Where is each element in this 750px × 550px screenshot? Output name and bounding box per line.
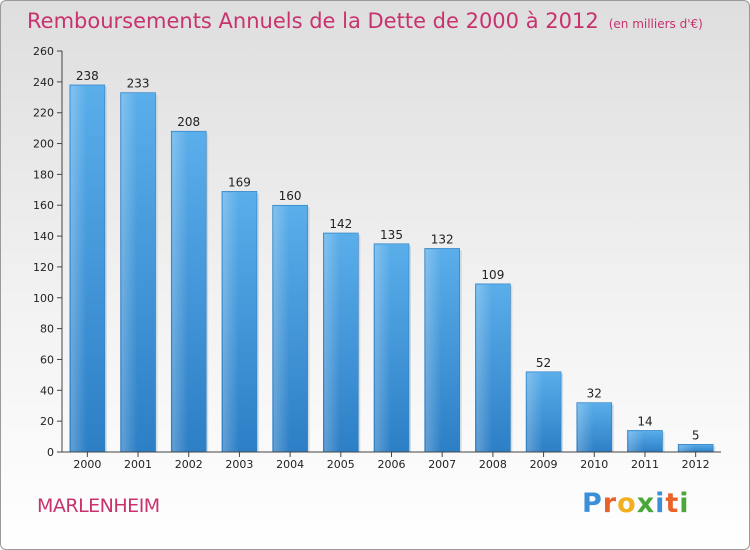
bar-highlight xyxy=(273,206,290,452)
logo-letter: t xyxy=(665,488,680,519)
x-tick-label: 2008 xyxy=(479,458,507,471)
bar-highlight xyxy=(121,93,138,453)
y-tick-label: 160 xyxy=(33,199,54,212)
y-tick-label: 140 xyxy=(33,230,54,243)
y-tick-label: 200 xyxy=(33,138,54,151)
bar-highlight xyxy=(70,85,87,452)
y-tick-label: 0 xyxy=(47,446,54,459)
x-tick-label: 2011 xyxy=(631,458,659,471)
y-tick-label: 180 xyxy=(33,168,54,181)
logo-letter: i xyxy=(655,488,666,519)
x-tick-label: 2001 xyxy=(124,458,152,471)
commune-name: MARLENHEIM xyxy=(37,495,160,517)
x-tick-label: 2009 xyxy=(530,458,558,471)
bars: 238 233 208 169 160 142 135 132 109 52 32 14 5 xyxy=(69,69,716,453)
x-tick-label: 2010 xyxy=(580,458,608,471)
bar-value-label: 169 xyxy=(228,175,251,189)
bar-value-label: 135 xyxy=(380,228,403,242)
chart-title: Remboursements Annuels de la Dette de 20… xyxy=(27,9,703,33)
bar-highlight xyxy=(375,244,391,452)
x-tick-label: 2006 xyxy=(378,458,406,471)
bar-value-label: 208 xyxy=(177,115,200,129)
logo-letter: P xyxy=(582,488,603,519)
logo-letter: i xyxy=(679,488,690,519)
y-tick-label: 100 xyxy=(33,292,54,305)
bar-value-label: 14 xyxy=(637,414,652,428)
x-axis: 2000 2001 2002 2003 2004 2005 2006 2007 2008 2009… xyxy=(62,451,721,471)
logo-letter: o xyxy=(617,488,637,519)
x-tick-label: 2005 xyxy=(327,458,355,471)
x-tick-label: 2003 xyxy=(225,458,253,471)
y-tick-label: 20 xyxy=(40,415,54,428)
y-axis: 0 20 40 60 80 100 120 140 160 180 200 220 240 260 xyxy=(33,45,63,459)
bar-highlight xyxy=(324,233,341,452)
chart-unit: (en milliers d'€) xyxy=(608,17,703,31)
bar-value-label: 109 xyxy=(481,268,504,282)
bar-value-label: 160 xyxy=(279,189,302,203)
bar-value-label: 142 xyxy=(329,217,352,231)
bar-highlight xyxy=(679,445,695,452)
x-tick-label: 2000 xyxy=(73,458,101,471)
logo-letter: r xyxy=(602,488,618,519)
y-tick-label: 80 xyxy=(40,323,54,336)
x-tick-label: 2002 xyxy=(175,458,203,471)
bar-highlight xyxy=(172,132,188,452)
bar-highlight xyxy=(577,403,594,452)
logo-letter: x xyxy=(636,488,656,519)
proxiti-logo: Proxiti xyxy=(582,488,690,519)
y-tick-label: 40 xyxy=(40,384,54,397)
chart-title-text: Remboursements Annuels de la Dette de 20… xyxy=(27,9,599,33)
y-tick-label: 220 xyxy=(33,107,54,120)
bar-highlight xyxy=(476,284,493,452)
x-tick-label: 2007 xyxy=(428,458,456,471)
bar-highlight xyxy=(628,431,645,452)
y-tick-label: 240 xyxy=(33,76,54,89)
x-tick-label: 2012 xyxy=(682,458,710,471)
bar-highlight xyxy=(425,249,442,452)
y-tick-label: 60 xyxy=(40,353,54,366)
bar-value-label: 5 xyxy=(692,428,700,442)
bar-value-label: 52 xyxy=(536,356,551,370)
bar-highlight xyxy=(527,372,543,452)
y-tick-label: 260 xyxy=(33,45,54,58)
bar-value-label: 238 xyxy=(76,69,99,83)
x-tick-label: 2004 xyxy=(276,458,304,471)
bar-value-label: 233 xyxy=(127,77,150,91)
y-tick-label: 120 xyxy=(33,261,54,274)
bar-value-label: 132 xyxy=(431,232,454,246)
bar-highlight xyxy=(222,192,239,452)
bar-value-label: 32 xyxy=(587,387,602,401)
